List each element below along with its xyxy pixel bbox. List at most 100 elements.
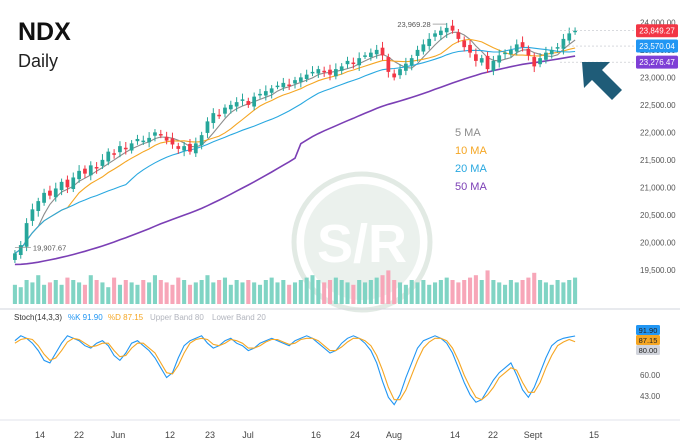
candle-body: [380, 47, 385, 56]
volume-bar: [141, 280, 146, 304]
candle-body: [298, 77, 303, 82]
candlesticks: [13, 19, 577, 263]
candle-body: [94, 167, 99, 169]
candle-body: [118, 146, 122, 153]
volume-bar: [106, 287, 111, 304]
candle-body: [71, 177, 76, 190]
candle-body: [403, 63, 408, 71]
volume-bar: [503, 284, 508, 304]
volume-bar: [327, 280, 333, 304]
candle-body: [497, 55, 502, 63]
y-tick-label: 22,000.00: [640, 128, 676, 137]
volume-bar: [520, 280, 525, 304]
stoch-lines: [14, 335, 576, 406]
volume-bar: [310, 275, 315, 304]
volume-bar: [415, 282, 420, 304]
candle-body: [421, 44, 426, 52]
candle-body: [468, 44, 472, 53]
y-tick-label: 22,500.00: [640, 101, 676, 110]
volume-bar: [170, 284, 175, 304]
volume-bar: [514, 282, 519, 304]
candle-body: [193, 143, 198, 154]
volume-bar: [386, 270, 391, 304]
volume-bar: [112, 277, 117, 304]
volume-bar: [82, 284, 87, 304]
volume-bar: [36, 275, 41, 304]
volume-bar: [538, 280, 543, 304]
volume-bar: [42, 284, 47, 304]
legend-entry: 10 MA: [455, 145, 487, 157]
volume-bar: [526, 277, 531, 304]
candle-body: [310, 71, 315, 74]
candle-body: [65, 179, 70, 188]
candle-body: [491, 60, 496, 71]
volume-bar: [543, 282, 548, 304]
candle-body: [363, 55, 367, 57]
volume-bar: [275, 282, 280, 304]
candle-body: [18, 245, 23, 256]
volume-bar: [152, 275, 158, 304]
volume-bar: [427, 284, 432, 304]
candle-body: [158, 134, 163, 136]
y-tick-label: 23,000.00: [640, 73, 676, 82]
candle-body: [322, 70, 327, 73]
volume-bar: [205, 275, 210, 304]
candle-body: [129, 143, 134, 151]
price-badge: [636, 24, 678, 38]
volume-bar: [322, 282, 327, 304]
volume-bar: [263, 280, 268, 304]
candle-body: [567, 33, 572, 41]
volume-bar: [53, 280, 58, 304]
candle-body: [316, 69, 321, 74]
volume-bar: [246, 280, 251, 304]
volume-bar: [18, 287, 23, 304]
volume-bar: [479, 280, 484, 304]
x-tick-label: 14: [450, 430, 460, 440]
volume-bar: [234, 280, 239, 304]
y-tick-label: 24,000.00: [640, 18, 676, 27]
volume-bar: [456, 282, 461, 304]
volume-bar: [71, 280, 76, 304]
watermark-logo: S/R: [291, 171, 433, 313]
volume-bar: [368, 280, 373, 304]
volume-bar: [228, 284, 233, 304]
volume-bar: [351, 284, 356, 304]
stoch-badge: [636, 345, 660, 355]
volume-bar: [65, 277, 70, 304]
x-axis-ticks: 14 22 Jun 12 23 Jul 16 24 Aug 14 22 Sept 15: [35, 430, 599, 440]
volume-bar: [12, 284, 17, 304]
chart-title: NDX: [18, 18, 71, 46]
volume-bar: [182, 280, 187, 304]
x-tick-label: 16: [311, 430, 321, 440]
candle-body: [339, 66, 344, 71]
volume-bar: [211, 282, 216, 304]
volume-bar: [257, 284, 263, 304]
candle-body: [520, 42, 525, 48]
volume-bar: [217, 280, 222, 304]
candle-body: [514, 44, 519, 52]
candle-body: [205, 121, 210, 133]
volume-bar: [24, 280, 29, 304]
stoch-badge: [636, 325, 660, 335]
volume-bar: [88, 275, 93, 304]
volume-bar: [187, 284, 193, 304]
volume-bar: [77, 282, 82, 304]
candle-body: [392, 73, 397, 78]
candle-body: [573, 30, 577, 33]
stoch-badge: [636, 335, 660, 345]
candle-body: [287, 84, 292, 87]
volume-bar: [47, 282, 52, 304]
volume-bar: [59, 284, 64, 304]
ma-line-10: [14, 38, 576, 254]
x-tick-label: Sept: [524, 430, 543, 440]
stoch-title: Stoch(14,3,3): [14, 313, 62, 322]
candle-body: [263, 91, 268, 96]
candle-body: [211, 113, 216, 124]
volume-bar: [100, 282, 105, 304]
volume-bar: [432, 282, 438, 304]
candle-body: [217, 114, 222, 117]
price-badge-label: 23,276.47: [639, 58, 675, 67]
volume-bar: [252, 282, 257, 304]
